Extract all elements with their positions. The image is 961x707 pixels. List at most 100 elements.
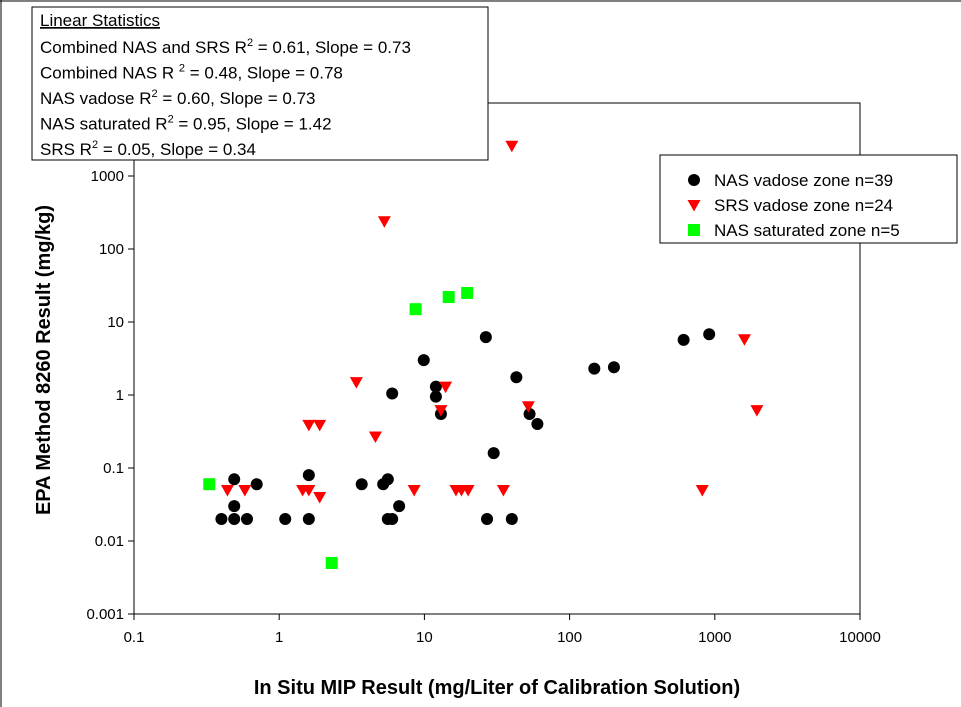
x-tick-label: 10000 (839, 629, 881, 646)
point (505, 513, 518, 526)
point (279, 513, 292, 526)
point (521, 401, 535, 413)
point (496, 484, 510, 497)
point (429, 380, 442, 393)
stats-sup: 2 (92, 139, 98, 151)
point (313, 419, 327, 432)
point (434, 405, 448, 417)
point (523, 407, 536, 420)
x-axis-label: In Situ MIP Result (mg/Liter of Calibrat… (254, 677, 740, 699)
stats-suffix: = 0.05, Slope = 0.34 (98, 140, 256, 159)
point (240, 513, 253, 526)
point (381, 473, 394, 486)
stats-line: Combined NAS R 2 = 0.48, Slope = 0.78 (40, 63, 343, 83)
stats-sup: 2 (247, 37, 253, 49)
stats-prefix: Combined NAS and SRS R (40, 38, 247, 57)
point (302, 484, 316, 497)
y-axis-label: EPA Method 8260 Result (mg/kg) (33, 205, 55, 515)
point (355, 478, 368, 491)
point (439, 381, 453, 394)
legend: NAS vadose zone n=39 SRS vadose zone n=24… (659, 154, 958, 244)
stats-box: Linear Statistics Combined NAS and SRS R… (31, 6, 489, 161)
stats-prefix: SRS R (40, 140, 92, 159)
point (220, 484, 234, 497)
point (461, 286, 474, 299)
stats-prefix: Combined NAS R (40, 64, 179, 83)
stats-prefix: NAS vadose R (40, 89, 152, 108)
point (737, 334, 751, 346)
point (215, 513, 228, 526)
stats-sup: 2 (152, 88, 158, 100)
x-tick-label: 10 (416, 629, 433, 646)
x-tick-label: 100 (557, 629, 582, 646)
stats-suffix: = 0.61, Slope = 0.73 (253, 38, 411, 57)
x-tick-label: 0.1 (124, 629, 145, 646)
point (302, 469, 315, 482)
point (429, 390, 442, 403)
point (393, 500, 406, 513)
point (386, 513, 399, 526)
stats-sup: 2 (179, 63, 185, 75)
point (505, 140, 519, 153)
point (313, 492, 327, 504)
stats-title: Linear Statistics (40, 11, 160, 30)
stats-suffix: = 0.95, Slope = 1.42 (174, 115, 332, 134)
stats-line: Combined NAS and SRS R2 = 0.61, Slope = … (40, 37, 411, 57)
point (703, 328, 716, 341)
plot-frame (133, 102, 861, 615)
y-tick-label: 10 (107, 314, 124, 331)
y-tick-label: 0.001 (86, 606, 124, 623)
y-tick-label: 1000 (91, 168, 124, 185)
legend-marker (688, 224, 700, 236)
legend-label: NAS saturated zone n=5 (714, 221, 900, 240)
point (228, 513, 241, 526)
point (442, 291, 455, 304)
x-tick-label: 1000 (698, 629, 731, 646)
point (481, 513, 494, 526)
point (302, 419, 316, 432)
point (250, 478, 263, 491)
point (531, 418, 544, 431)
point (386, 387, 399, 400)
point (203, 478, 216, 491)
stats-line: NAS saturated R2 = 0.95, Slope = 1.42 (40, 114, 332, 134)
stats-suffix: = 0.60, Slope = 0.73 (158, 89, 316, 108)
point (349, 377, 363, 389)
legend-marker (688, 174, 700, 186)
y-tick-label: 0.1 (103, 460, 124, 477)
point (510, 371, 523, 384)
legend-frame (659, 154, 958, 244)
point (588, 362, 601, 375)
plot-area: 0.1 1 10 100 1000 10000 0.001 0.01 0.1 1 10 100 1000 (86, 140, 881, 646)
x-tick-label: 1 (275, 629, 283, 646)
point (750, 405, 764, 417)
point (479, 331, 492, 344)
point (368, 431, 382, 444)
legend-label: NAS vadose zone n=39 (714, 171, 893, 190)
stats-prefix: NAS saturated R (40, 115, 168, 134)
point (487, 447, 500, 460)
legend-label: SRS vadose zone n=24 (714, 196, 893, 215)
point (302, 513, 315, 526)
y-tick-label: 100 (99, 241, 124, 258)
point (407, 484, 421, 497)
legend-marker (687, 200, 701, 212)
point (417, 354, 430, 367)
y-tick-label: 0.01 (95, 533, 124, 550)
point (409, 303, 422, 316)
y-tick-label: 1 (116, 387, 124, 404)
stats-suffix: = 0.48, Slope = 0.78 (185, 64, 343, 83)
stats-sup: 2 (168, 114, 174, 126)
point (677, 333, 690, 346)
point (461, 484, 475, 497)
point (325, 556, 338, 569)
point (695, 484, 709, 497)
point (228, 500, 241, 513)
stats-line: SRS R2 = 0.05, Slope = 0.34 (40, 139, 256, 159)
point (607, 361, 620, 374)
point (238, 484, 252, 497)
point (228, 473, 241, 486)
stats-line: NAS vadose R2 = 0.60, Slope = 0.73 (40, 88, 315, 108)
